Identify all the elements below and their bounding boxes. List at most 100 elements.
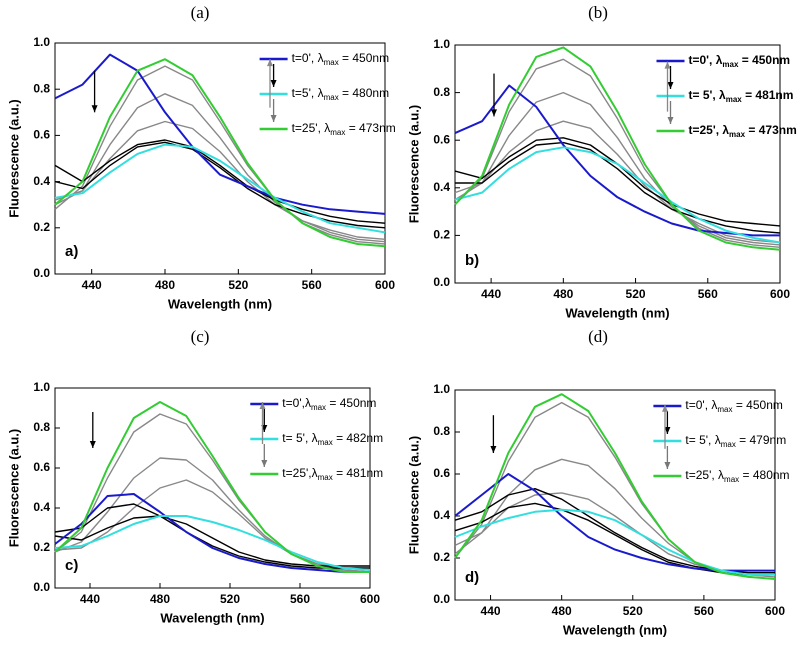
x-tick-label: 480 — [553, 287, 573, 301]
y-tick-label: 0.2 — [433, 228, 450, 242]
spectrum-line — [54, 143, 386, 234]
x-tick-label: 440 — [481, 287, 501, 301]
spectrum-line — [54, 141, 386, 229]
arrow-head — [667, 117, 674, 124]
legend-label: t=25',λmax = 481nm — [282, 466, 383, 482]
plot-frame — [54, 42, 386, 275]
y-axis-label: Fluorescence (a.u.) — [406, 105, 421, 223]
x-tick-label: 600 — [360, 592, 380, 606]
y-tick-label: 0.2 — [433, 550, 450, 564]
y-tick-label: 1.0 — [33, 35, 50, 49]
y-tick-label: 0.8 — [433, 424, 450, 438]
arrow-head — [662, 404, 668, 412]
spectrum-line — [54, 515, 371, 571]
legend-label: t=5', λmax = 480nm — [292, 86, 389, 102]
panel-title: (c) — [191, 327, 210, 346]
x-tick-label: 600 — [770, 287, 790, 301]
x-tick-label: 520 — [220, 592, 240, 606]
y-tick-label: 0.0 — [433, 275, 450, 289]
x-axis-label: Wavelength (nm) — [168, 296, 272, 311]
y-tick-label: 0.8 — [33, 81, 50, 95]
spectrum-line — [454, 508, 775, 576]
y-tick-label: 1.0 — [433, 37, 450, 51]
panel-label: a) — [65, 243, 78, 260]
arrow-head — [664, 61, 671, 69]
y-tick-label: 1.0 — [33, 380, 50, 394]
spectrum-line — [54, 93, 386, 243]
spectrum-line — [454, 91, 781, 246]
y-tick-label: 0.2 — [33, 540, 50, 554]
arrow-head — [667, 82, 674, 89]
x-tick-label: 480 — [150, 592, 170, 606]
panel-label: d) — [465, 569, 479, 586]
x-tick-label: 560 — [694, 604, 714, 618]
legend-label: t=0', λmax = 450nm — [689, 53, 791, 69]
y-axis-label: Fluorescence (a.u.) — [406, 436, 421, 554]
spectrum-line — [454, 502, 775, 576]
x-tick-label: 520 — [623, 604, 643, 618]
x-tick-label: 560 — [290, 592, 310, 606]
spectrum-line — [54, 515, 370, 567]
arrow-head — [664, 462, 671, 469]
spectrum-line — [454, 488, 775, 574]
panel-label: b) — [465, 252, 479, 269]
arrow-head — [91, 105, 98, 113]
x-tick-label: 600 — [765, 604, 785, 618]
legend-label: t=0',λmax = 450nm — [282, 396, 376, 412]
y-tick-label: 0.6 — [33, 460, 50, 474]
spectrum-line — [54, 493, 370, 573]
arrow-head — [490, 446, 497, 453]
x-tick-label: 560 — [698, 287, 718, 301]
arrow-head — [270, 115, 277, 122]
y-tick-label: 0.6 — [433, 132, 450, 146]
spectrum-line — [54, 401, 370, 573]
spectrum-line — [454, 120, 781, 244]
arrow-head — [89, 441, 96, 448]
arrow-head — [267, 59, 273, 67]
y-tick-label: 0.4 — [33, 500, 50, 514]
spectrum-line — [54, 120, 386, 240]
y-tick-label: 0.4 — [433, 508, 450, 522]
y-tick-label: 0.0 — [33, 580, 50, 594]
spectrum-line — [454, 58, 781, 248]
x-axis-label: Wavelength (nm) — [565, 305, 669, 320]
y-tick-label: 1.0 — [433, 382, 450, 396]
spectrum-line — [54, 139, 386, 224]
legend-label: t=25', λmax = 473nm — [689, 123, 797, 139]
y-tick-label: 0.4 — [433, 180, 450, 194]
legend-label: t=25', λmax = 480nm — [685, 468, 789, 484]
arrow-head — [270, 80, 277, 87]
arrow-head — [664, 427, 671, 434]
arrow-head — [259, 402, 266, 409]
x-tick-label: 520 — [228, 278, 248, 292]
spectrum-line — [454, 84, 780, 237]
plot-frame — [54, 387, 371, 589]
x-tick-label: 480 — [552, 604, 572, 618]
y-tick-label: 0.0 — [33, 266, 50, 280]
spectrum-line — [54, 53, 386, 215]
y-tick-label: 0.4 — [33, 174, 50, 188]
x-tick-label: 520 — [626, 287, 646, 301]
legend-label: t= 5', λmax = 481nm — [689, 88, 794, 104]
y-tick-label: 0.6 — [433, 466, 450, 480]
legend-label: t= 5', λmax = 482nm — [282, 431, 383, 447]
spectrum-line — [54, 65, 386, 245]
x-tick-label: 560 — [302, 278, 322, 292]
spectrum-line — [54, 503, 370, 569]
y-tick-label: 0.8 — [33, 420, 50, 434]
legend-label: t=0', λmax = 450nm — [685, 398, 782, 414]
x-tick-label: 480 — [155, 278, 175, 292]
plot-frame — [454, 44, 781, 284]
y-axis-label: Fluorescence (a.u.) — [6, 99, 21, 217]
legend-label: t=0', λmax = 450nm — [292, 51, 389, 67]
spectrum-line — [54, 479, 371, 571]
spectrum-line — [454, 401, 776, 580]
y-tick-label: 0.0 — [433, 592, 450, 606]
panel-title: (a) — [191, 3, 210, 22]
x-tick-label: 440 — [82, 278, 102, 292]
x-tick-label: 440 — [481, 604, 501, 618]
spectrum-line — [454, 46, 781, 251]
arrow-head — [491, 109, 497, 117]
spectrum-line — [454, 492, 775, 576]
